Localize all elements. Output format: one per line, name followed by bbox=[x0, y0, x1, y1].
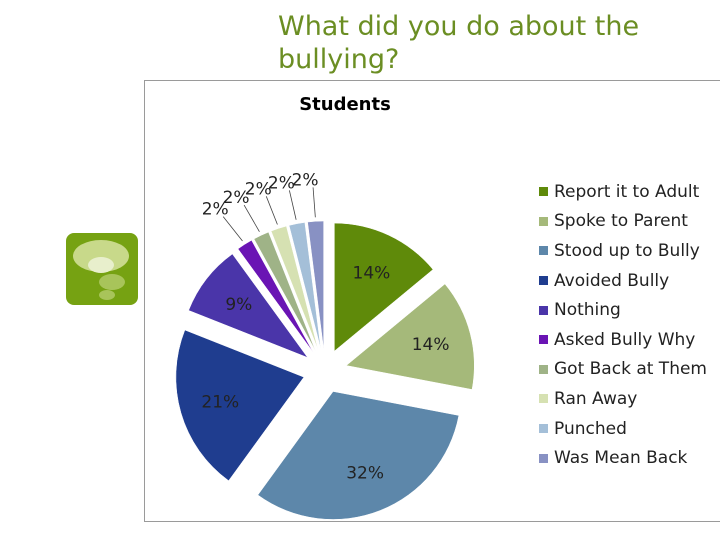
legend-swatch bbox=[539, 276, 548, 286]
legend-label: Nothing bbox=[554, 300, 621, 321]
pie-label-nothing: 9% bbox=[225, 295, 252, 315]
pie-slice-got-back-at-them bbox=[253, 231, 316, 352]
legend-swatch bbox=[539, 394, 548, 404]
pie-slice-avoided-bully bbox=[175, 329, 305, 482]
pie-slice-was-mean-back bbox=[307, 220, 324, 350]
legend-item-was-mean-back: Was Mean Back bbox=[539, 443, 707, 473]
pie-label-ran-away: 2% bbox=[245, 179, 272, 199]
legend-swatch bbox=[539, 246, 548, 256]
legend-swatch bbox=[539, 453, 548, 463]
pie-leader-line bbox=[222, 216, 243, 242]
legend-label: Report it to Adult bbox=[554, 181, 700, 202]
legend-label: Avoided Bully bbox=[554, 270, 670, 291]
legend-item-avoided-bully: Avoided Bully bbox=[539, 266, 707, 296]
pie-slice-nothing bbox=[188, 253, 309, 359]
pie-label-punched: 2% bbox=[268, 173, 295, 193]
legend-item-spoke-to-parent: Spoke to Parent bbox=[539, 207, 707, 237]
pie-label-stood-up-to-bully: 32% bbox=[346, 463, 384, 483]
legend-item-ran-away: Ran Away bbox=[539, 384, 707, 414]
legend-item-asked-bully-why: Asked Bully Why bbox=[539, 325, 707, 355]
pie-slice-stood-up-to-bully bbox=[257, 391, 460, 520]
legend-item-got-back-at-them: Got Back at Them bbox=[539, 355, 707, 385]
legend-swatch bbox=[539, 216, 548, 226]
legend-label: Asked Bully Why bbox=[554, 329, 696, 350]
legend-swatch bbox=[539, 335, 548, 345]
pie-slice-spoke-to-parent bbox=[345, 283, 475, 390]
pie-label-got-back-at-them: 2% bbox=[223, 188, 250, 208]
legend-swatch bbox=[539, 424, 548, 434]
slide-title: What did you do about the bullying? bbox=[278, 11, 640, 75]
pie-chart: 14%14%32%21%9%2%2%2%2%2% bbox=[175, 170, 475, 520]
pie-slice-report-it-to-adult bbox=[334, 222, 434, 352]
legend-label: Was Mean Back bbox=[554, 448, 688, 469]
pie-label-spoke-to-parent: 14% bbox=[412, 335, 450, 355]
speech-bubble-icon bbox=[66, 233, 138, 305]
legend-item-nothing: Nothing bbox=[539, 295, 707, 325]
legend-item-punched: Punched bbox=[539, 414, 707, 444]
legend-label: Punched bbox=[554, 418, 627, 439]
pie-leader-line bbox=[312, 187, 316, 218]
legend-swatch bbox=[539, 364, 548, 374]
legend-label: Spoke to Parent bbox=[554, 211, 688, 232]
pie-label-asked-bully-why: 2% bbox=[202, 200, 229, 220]
pie-slice-punched bbox=[288, 222, 322, 350]
chart-area: Students 14% 14% 32% 21% 9% 2% 2% 2% 2% 2% Report… bbox=[144, 80, 720, 522]
pie-label-avoided-bully: 21% bbox=[201, 392, 239, 412]
legend-item-report-it-to-adult: Report it to Adult bbox=[539, 177, 707, 207]
legend-label: Stood up to Bully bbox=[554, 240, 700, 261]
pie-label-was-mean-back: 2% bbox=[292, 170, 319, 190]
legend-label: Ran Away bbox=[554, 388, 638, 409]
chart-title: Students bbox=[299, 94, 391, 115]
pie-leader-line bbox=[265, 196, 278, 225]
pie-leader-line bbox=[243, 204, 260, 232]
pie-leader-line bbox=[289, 190, 297, 220]
pie-slice-asked-bully-why bbox=[237, 239, 314, 353]
pie-slice-ran-away bbox=[270, 225, 319, 351]
chart-legend: Report it to Adult Spoke to Parent Stood u… bbox=[539, 177, 707, 473]
legend-swatch bbox=[539, 305, 548, 315]
legend-item-stood-up-to-bully: Stood up to Bully bbox=[539, 236, 707, 266]
legend-swatch bbox=[539, 187, 548, 197]
pie-label-report-it-to-adult: 14% bbox=[353, 263, 391, 283]
legend-label: Got Back at Them bbox=[554, 359, 707, 380]
